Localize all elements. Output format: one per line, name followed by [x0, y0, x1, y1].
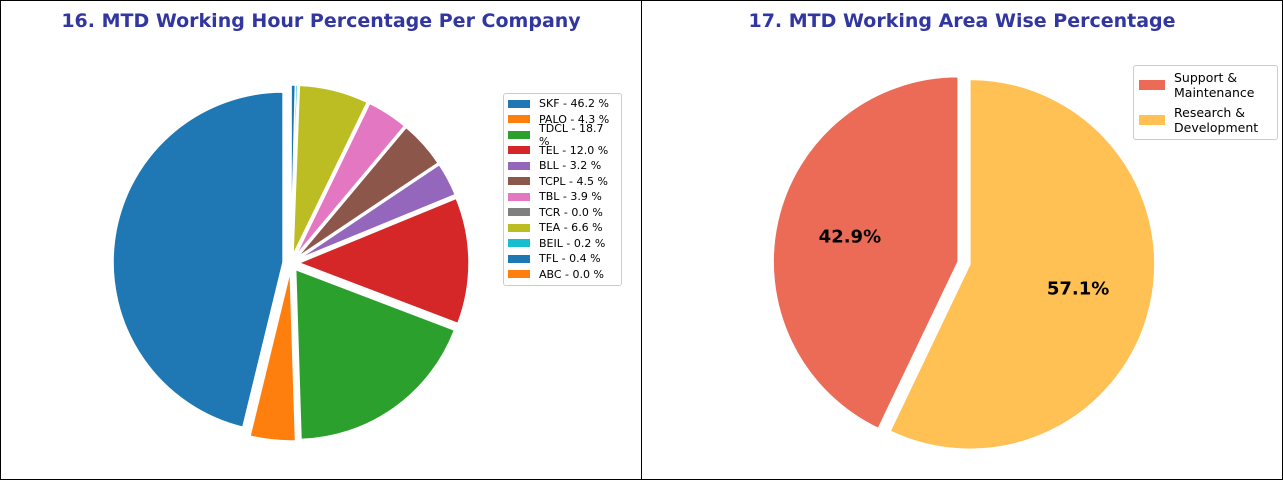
company-legend-swatch-6: [508, 192, 530, 201]
chart-title-area: 17. MTD Working Area Wise Percentage: [748, 10, 1176, 32]
company-legend-label-3: TEL - 12.0 %: [539, 143, 609, 157]
company-slice-4: [297, 163, 457, 260]
company-legend-swatch-1: [508, 115, 530, 124]
company-legend-label-6: TBL - 3.9 %: [539, 190, 602, 204]
area-legend-swatch-0: [1139, 80, 1165, 90]
legend-area: Support & Maintenance Research & Developm…: [1133, 65, 1278, 140]
company-legend-swatch-9: [508, 239, 530, 248]
company-legend-label-4: BLL - 3.2 %: [539, 159, 602, 173]
area-slice-0: [772, 75, 959, 430]
chart-panel-area: 17. MTD Working Area Wise Percentage 42.…: [641, 0, 1283, 480]
company-legend-item-6: TBL - 3.9 %: [508, 189, 617, 205]
company-legend-item-1: PALO - 4.3 %: [508, 112, 617, 128]
company-legend-label-9: BEIL - 0.2 %: [539, 236, 606, 250]
company-slice-3: [298, 197, 470, 325]
company-legend-swatch-4: [508, 161, 530, 170]
company-legend-item-9: BEIL - 0.2 %: [508, 236, 617, 252]
company-legend-swatch-8: [508, 223, 530, 232]
area-legend-item-0: Support & Maintenance: [1139, 70, 1272, 100]
area-legend-swatch-1: [1139, 115, 1165, 125]
area-slice-label-0: 42.9%: [819, 227, 881, 248]
area-slice-1: [889, 78, 1156, 451]
area-slice-label-1: 57.1%: [1047, 278, 1109, 299]
company-slice-1: [249, 270, 297, 442]
pie-chart-area: 42.9% 57.1%: [772, 75, 1156, 451]
company-legend-item-8: TEA - 6.6 %: [508, 220, 617, 236]
company-slice-0: [112, 91, 284, 428]
area-legend-item-1: Research & Development: [1139, 105, 1272, 135]
company-legend-item-11: ABC - 0.0 %: [508, 267, 617, 283]
chart-title-company: 16. MTD Working Hour Percentage Per Comp…: [61, 10, 581, 32]
company-slice-6: [294, 102, 406, 258]
company-legend-label-5: TCPL - 4.5 %: [539, 174, 608, 188]
area-legend-label-0: Support & Maintenance: [1174, 70, 1255, 100]
chart-panel-company: 16. MTD Working Hour Percentage Per Comp…: [0, 0, 642, 480]
company-legend-swatch-2: [508, 130, 530, 139]
company-legend-label-10: TFL - 0.4 %: [539, 252, 601, 266]
company-legend-label-1: PALO - 4.3 %: [539, 112, 610, 126]
company-legend-swatch-7: [508, 208, 530, 217]
company-legend-swatch-5: [508, 177, 530, 186]
company-slice-8: [292, 84, 368, 256]
company-legend-swatch-11: [508, 270, 530, 279]
company-legend-item-2: TDCL - 18.7 %: [508, 122, 617, 148]
company-legend-item-7: TCR - 0.0 %: [508, 205, 617, 221]
company-legend-label-7: TCR - 0.0 %: [539, 205, 603, 219]
company-legend-item-3: TEL - 12.0 %: [508, 143, 617, 159]
company-legend-item-5: TCPL - 4.5 %: [508, 174, 617, 190]
company-legend-item-10: TFL - 0.4 %: [508, 251, 617, 267]
company-legend-item-4: BLL - 3.2 %: [508, 158, 617, 174]
company-legend-swatch-0: [508, 99, 530, 108]
company-legend-swatch-10: [508, 254, 530, 263]
company-legend-label-0: SKF - 46.2 %: [539, 97, 609, 111]
company-legend-item-0: SKF - 46.2 %: [508, 96, 617, 112]
legend-company: SKF - 46.2 % PALO - 4.3 % TDCL - 18.7 % TEL…: [503, 93, 622, 286]
pie-chart-company: [112, 84, 470, 442]
area-legend-label-1: Research & Development: [1174, 105, 1259, 135]
company-slice-2: [294, 268, 456, 441]
company-legend-label-11: ABC - 0.0 %: [539, 267, 604, 281]
company-legend-label-2: TDCL - 18.7 %: [539, 121, 604, 148]
company-legend-swatch-3: [508, 146, 530, 155]
company-legend-label-8: TEA - 6.6 %: [539, 221, 603, 235]
company-slice-10: [290, 84, 297, 256]
company-slice-5: [296, 126, 439, 259]
